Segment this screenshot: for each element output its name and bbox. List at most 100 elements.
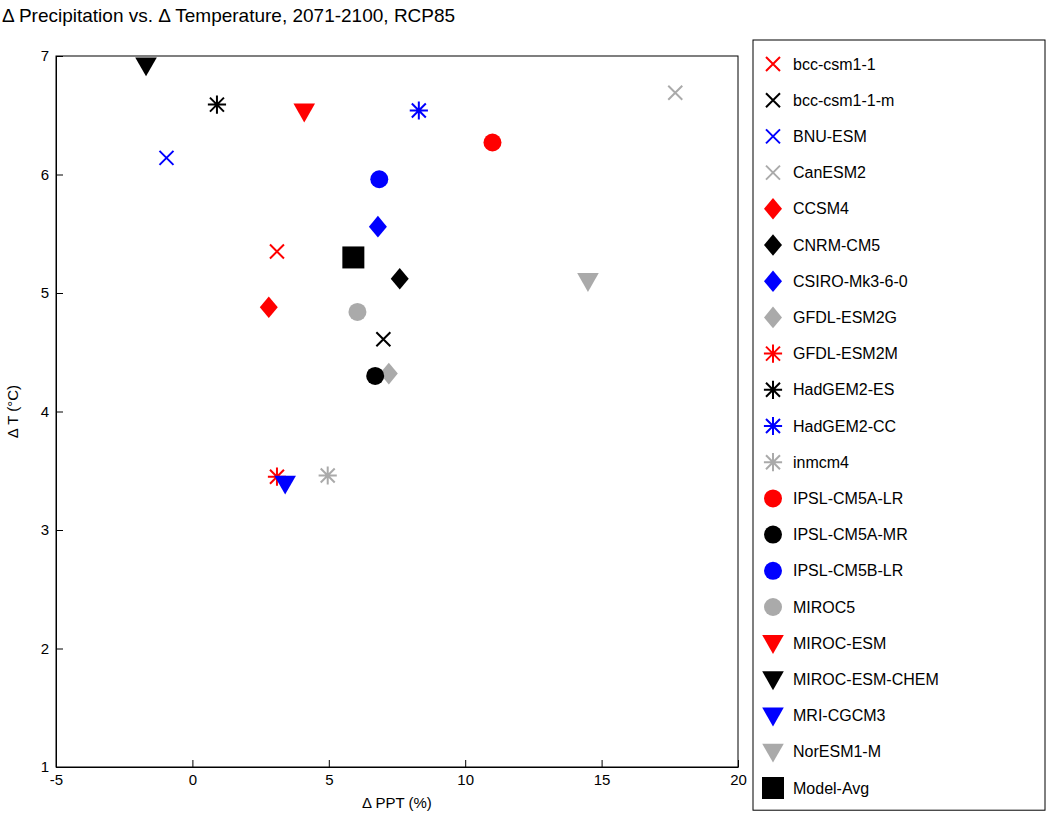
y-axis: 1 2 3 4 5 6 7 — [41, 47, 63, 775]
x-tick: 20 — [730, 760, 747, 788]
legend-label: CSIRO-Mk3-6-0 — [793, 273, 908, 290]
x-axis-title: Δ PPT (%) — [362, 794, 432, 811]
legend-marker — [764, 417, 782, 435]
y-tick-mark — [56, 293, 63, 294]
y-tick: 1 — [41, 758, 63, 775]
legend-label: HadGEM2-CC — [793, 418, 896, 435]
legend-marker — [764, 345, 782, 363]
point — [293, 104, 315, 123]
y-tick: 4 — [41, 403, 63, 420]
point — [369, 216, 387, 238]
x-tick-mark — [192, 760, 193, 767]
y-tick-mark — [56, 412, 63, 413]
x-tick-mark — [738, 760, 739, 767]
legend-label: BNU-ESM — [793, 128, 867, 145]
legend-marker — [766, 93, 780, 107]
x-tick-label: 10 — [457, 771, 474, 788]
legend-label: MIROC-ESM-CHEM — [793, 671, 939, 688]
legend-label: CanESM2 — [793, 164, 866, 181]
point — [376, 332, 390, 346]
point — [366, 367, 384, 385]
legend-label: IPSL-CM5B-LR — [793, 562, 903, 579]
y-tick-label: 7 — [41, 47, 49, 64]
x-tick-label: -5 — [50, 771, 63, 788]
legend-label: CNRM-CM5 — [793, 237, 880, 254]
y-tick-label: 4 — [41, 403, 49, 420]
point — [577, 273, 599, 292]
y-tick-label: 5 — [41, 284, 49, 301]
legend-label: bcc-csm1-1 — [793, 56, 876, 73]
legend-marker — [764, 270, 782, 292]
legend-marker — [762, 777, 784, 799]
y-tick: 6 — [41, 166, 63, 183]
legend-marker — [762, 635, 784, 654]
x-tick: 10 — [457, 760, 474, 788]
legend-label: GFDL-ESM2M — [793, 345, 898, 362]
y-tick: 5 — [41, 284, 63, 301]
x-tick-mark — [465, 760, 466, 767]
x-tick: 5 — [325, 760, 333, 788]
x-tick-mark — [602, 760, 603, 767]
legend-label: MIROC-ESM — [793, 635, 886, 652]
y-axis-title: Δ T (°C) — [4, 385, 21, 438]
legend-marker — [764, 562, 782, 580]
legend-marker — [764, 234, 782, 256]
legend-marker — [762, 744, 784, 763]
x-tick: 15 — [594, 760, 611, 788]
point — [260, 296, 278, 318]
point — [319, 466, 337, 484]
legend-marker — [764, 489, 782, 507]
legend-label: IPSL-CM5A-LR — [793, 490, 903, 507]
legend-label: IPSL-CM5A-MR — [793, 526, 908, 543]
y-tick-label: 6 — [41, 166, 49, 183]
legend-label: Model-Avg — [793, 780, 869, 797]
x-tick-label: 15 — [594, 771, 611, 788]
point — [270, 245, 284, 259]
point — [159, 151, 173, 165]
legend-marker — [764, 381, 782, 399]
y-tick-mark — [56, 175, 63, 176]
y-tick-label: 2 — [41, 640, 49, 657]
legend-marker — [764, 526, 782, 544]
legend-box — [753, 40, 1045, 810]
chart: Δ Precipitation vs. Δ Temperature, 2071-… — [0, 0, 1050, 822]
point — [668, 86, 682, 100]
legend-label: CCSM4 — [793, 200, 849, 217]
legend-marker — [762, 671, 784, 690]
legend-label: MRI-CGCM3 — [793, 707, 886, 724]
y-tick-mark — [56, 56, 63, 57]
legend-marker — [766, 129, 780, 143]
legend-label: inmcm4 — [793, 454, 849, 471]
point — [135, 57, 157, 76]
y-tick: 3 — [41, 521, 63, 538]
legend-label: NorESM1-M — [793, 743, 881, 760]
legend-marker — [764, 453, 782, 471]
plot-frame — [56, 56, 738, 767]
x-tick-label: 5 — [325, 771, 333, 788]
y-tick-mark — [56, 767, 63, 768]
x-axis-line — [57, 767, 739, 768]
point — [391, 268, 409, 290]
x-tick: 0 — [189, 760, 197, 788]
point — [208, 95, 226, 113]
y-tick-mark — [56, 649, 63, 650]
legend-label: GFDL-ESM2G — [793, 309, 897, 326]
legend: bcc-csm1-1bcc-csm1-1-mBNU-ESMCanESM2CCSM… — [753, 40, 1045, 810]
point — [348, 303, 366, 321]
legend-marker — [762, 708, 784, 727]
point — [410, 101, 428, 119]
x-tick-label: 20 — [730, 771, 747, 788]
legend-marker — [764, 198, 782, 220]
y-tick-mark — [56, 530, 63, 531]
legend-label: HadGEM2-ES — [793, 381, 894, 398]
legend-marker — [764, 307, 782, 329]
point — [370, 170, 388, 188]
y-tick-label: 3 — [41, 521, 49, 538]
x-tick-mark — [329, 760, 330, 767]
legend-label: MIROC5 — [793, 599, 855, 616]
y-tick-label: 1 — [41, 758, 49, 775]
legend-marker — [764, 598, 782, 616]
x-tick-label: 0 — [189, 771, 197, 788]
y-tick: 2 — [41, 640, 63, 657]
y-tick: 7 — [41, 47, 63, 64]
